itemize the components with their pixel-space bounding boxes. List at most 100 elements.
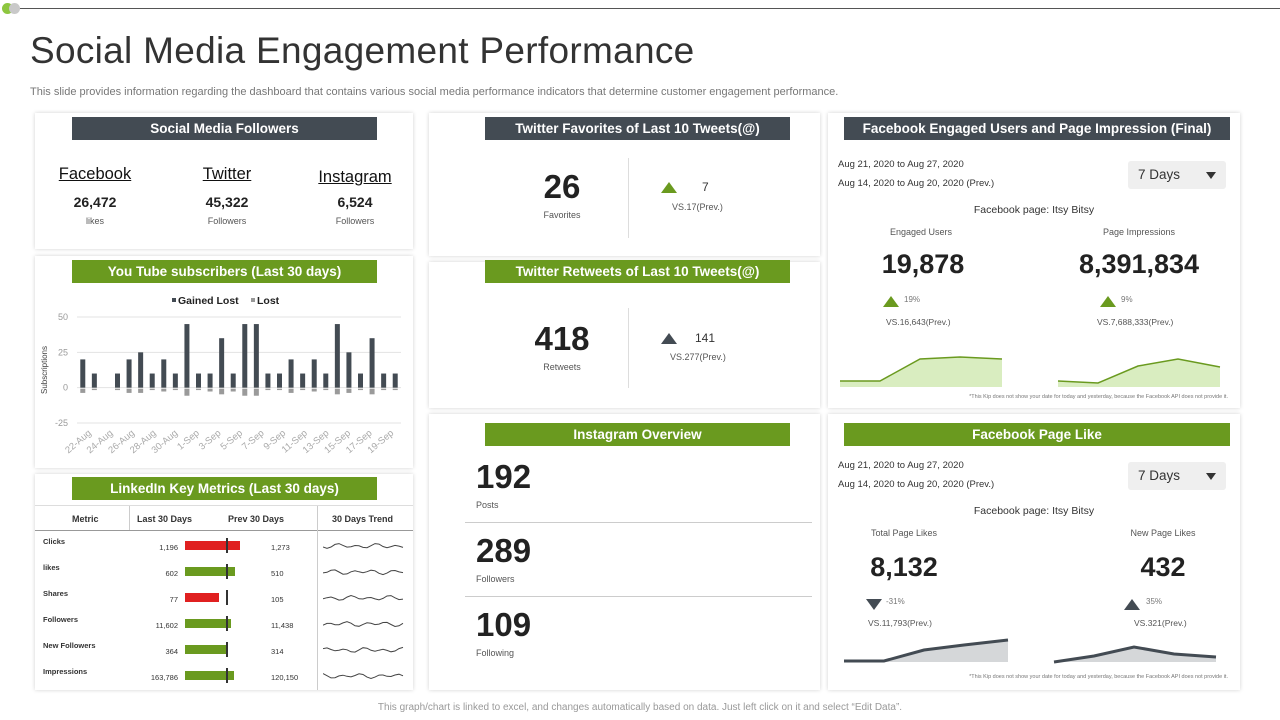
- trend-line: [323, 543, 404, 549]
- total-page-likes-delta: -31%: [886, 597, 905, 606]
- x-tick-label: 5-Sep: [218, 428, 244, 453]
- fb-engaged-date-prev: Aug 14, 2020 to Aug 20, 2020 (Prev.): [838, 178, 995, 189]
- bar-gained: [346, 352, 352, 388]
- bar-gained: [80, 359, 86, 388]
- new-page-likes-value: 432: [1140, 552, 1186, 582]
- linkedin-col-sep-1: [129, 506, 130, 530]
- bar-lost: [207, 388, 213, 392]
- favorites-value: 26: [543, 168, 581, 205]
- metric-last: 364: [165, 647, 178, 656]
- trend-line: [323, 621, 404, 628]
- page-impressions-delta: 9%: [1121, 295, 1133, 304]
- metric-label: likes: [43, 563, 60, 572]
- table-row: Shares 77 105: [35, 586, 413, 612]
- bar-gained: [196, 373, 201, 388]
- bar-gained: [138, 352, 144, 388]
- bar-gained: [172, 373, 178, 388]
- favorites-up-arrow-icon: [661, 182, 677, 193]
- instagram-followers-label: Followers: [476, 574, 515, 584]
- instagram-name: Instagram: [318, 168, 392, 186]
- youtube-chart: Gained Lost Lost50250-25Subscriptions22-A…: [40, 295, 401, 456]
- metric-last: 11,602: [155, 621, 178, 630]
- retweets-metric: 418 Retweets: [512, 320, 612, 372]
- engaged-users-prev: VS.16,643(Prev.): [886, 317, 951, 327]
- bar-lost: [334, 388, 340, 395]
- instagram-following-label: Following: [476, 648, 515, 658]
- retweets-prev: VS.277(Prev.): [670, 352, 726, 362]
- instagram-value: 6,524: [337, 194, 373, 210]
- favorites-divider: [628, 158, 629, 238]
- metric-target-marker: [226, 642, 228, 657]
- fb-engaged-date-current: Aug 21, 2020 to Aug 27, 2020: [838, 159, 964, 170]
- linkedin-col-metric: Metric: [72, 514, 99, 524]
- engaged-users-up-arrow-icon: [883, 296, 899, 307]
- bar-gained: [149, 373, 155, 388]
- fb-like-range-value: 7 Days: [1138, 468, 1181, 483]
- linkedin-col-trend: 30 Days Trend: [332, 514, 394, 524]
- bar-lost: [242, 388, 248, 396]
- table-row: New Followers 364 314: [35, 638, 413, 664]
- page-impressions-label: Page Impressions: [1102, 227, 1176, 237]
- instagram-card: Instagram Overview 192 Posts 289 Followe…: [429, 414, 820, 690]
- bar-gained: [253, 324, 259, 388]
- page-impressions-prev: VS.7,688,333(Prev.): [1097, 317, 1174, 327]
- y-tick-label: 0: [63, 383, 68, 393]
- table-row: likes 602 510: [35, 560, 413, 586]
- metric-last: 163,786: [150, 673, 178, 682]
- total-page-likes-value: 8,132: [870, 552, 938, 582]
- instagram-posts-value: 192: [476, 458, 532, 495]
- y-tick-label: -25: [55, 418, 68, 428]
- metric-prev: 11,438: [271, 621, 294, 630]
- bar-gained: [358, 373, 363, 388]
- metric-target-marker: [226, 616, 228, 631]
- trend-line: [323, 646, 404, 653]
- metric-last: 602: [165, 569, 178, 578]
- y-tick-label: 50: [58, 312, 68, 322]
- instagram-unit: Followers: [335, 216, 375, 226]
- total-page-likes-sparkline: [844, 638, 1009, 663]
- bar-lost: [196, 388, 201, 391]
- fb-engaged-header: Facebook Engaged Users and Page Impressi…: [844, 117, 1230, 140]
- bar-gained: [115, 373, 120, 388]
- twitter-name: Twitter: [202, 165, 252, 183]
- metric-target-marker: [226, 564, 228, 579]
- bar-lost: [265, 388, 271, 391]
- x-tick-label: 3-Sep: [197, 428, 223, 453]
- footer-note: This graph/chart is linked to excel, and…: [377, 702, 903, 713]
- linkedin-col-sep-2: [317, 506, 318, 690]
- bar-lost: [311, 388, 317, 392]
- twitter-value: 45,322: [205, 194, 249, 210]
- retweets-label: Retweets: [543, 362, 581, 372]
- bar-lost: [253, 388, 259, 396]
- fb-like-range-select[interactable]: 7 Days: [1128, 462, 1226, 490]
- engaged-users-value: 19,878: [881, 249, 965, 279]
- new-page-likes-label: New Page Likes: [1130, 528, 1196, 538]
- fb-like-card: Facebook Page Like Aug 21, 2020 to Aug 2…: [828, 414, 1240, 690]
- bar-gained: [265, 373, 271, 388]
- retweets-value: 418: [534, 320, 590, 357]
- bar-gained: [207, 373, 213, 388]
- chevron-down-icon: [1206, 172, 1216, 179]
- fb-engaged-range-select[interactable]: 7 Days: [1128, 161, 1226, 189]
- decor-dot-grey: [9, 3, 20, 14]
- engaged-users-sparkline: [840, 356, 1003, 387]
- bar-lost: [300, 388, 306, 391]
- bar-lost: [346, 388, 352, 393]
- fb-like-page: Facebook page: Itsy Bitsy: [973, 505, 1095, 517]
- new-page-likes-up-arrow-icon: [1124, 599, 1140, 610]
- bar-lost: [323, 388, 329, 391]
- legend-label-gained: Gained Lost: [178, 295, 239, 307]
- instagram-rule-1: [465, 522, 812, 523]
- bar-gained: [91, 373, 97, 388]
- favorites-prev: VS.17(Prev.): [672, 202, 723, 212]
- metric-trend-sparkline: [323, 646, 404, 653]
- metric-trend-sparkline: [323, 621, 404, 628]
- metric-target-marker: [226, 538, 228, 553]
- bar-lost: [392, 388, 398, 391]
- table-row: Followers 11,602 11,438: [35, 612, 413, 638]
- twitter-retweets-card: Twitter Retweets of Last 10 Tweets(@) 41…: [429, 260, 820, 408]
- decor-dot-green: [2, 3, 13, 14]
- youtube-card: You Tube subscribers (Last 30 days) Gain…: [35, 256, 413, 468]
- page-subtitle: This slide provides information regardin…: [30, 86, 839, 98]
- bar-gained: [311, 359, 317, 388]
